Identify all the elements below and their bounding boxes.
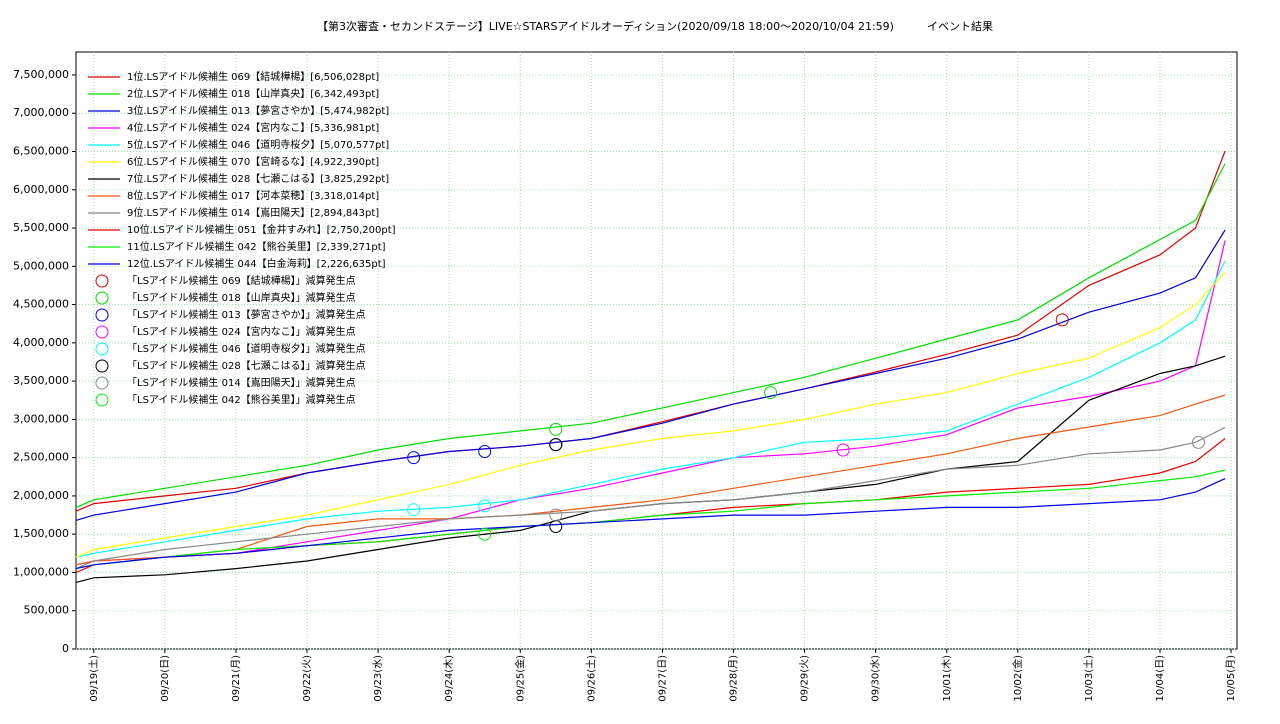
legend-label: 3位.LSアイドル候補生 013【夢宮さやか】[5,474,982pt] xyxy=(127,104,389,117)
x-tick-label: 09/29(火) xyxy=(799,655,811,702)
y-tick-label: 1,500,000 xyxy=(13,527,69,540)
legend-label: 「LSアイドル候補生 042【熊谷美里】」減算発生点 xyxy=(127,393,356,406)
legend-label: 「LSアイドル候補生 024【宮内なこ】」減算発生点 xyxy=(127,325,356,338)
x-tick-label: 09/30(水) xyxy=(870,655,882,702)
legend-label: 「LSアイドル候補生 018【山岸真央】」減算発生点 xyxy=(127,291,356,304)
event-marker xyxy=(764,386,778,400)
x-tick-label: 09/23(水) xyxy=(372,655,384,702)
series-line xyxy=(75,163,1226,508)
y-tick-label: 3,000,000 xyxy=(13,412,69,425)
legend-swatch xyxy=(95,291,109,305)
legend-swatch xyxy=(95,359,109,373)
event-marker xyxy=(1055,313,1069,327)
legend-label: 「LSアイドル候補生 014【嶌田陽天】」減算発生点 xyxy=(127,376,356,389)
y-tick-label: 5,500,000 xyxy=(13,221,69,234)
series-line xyxy=(75,271,1226,558)
legend-label: 12位.LSアイドル候補生 044【白金海莉】[2,226,635pt] xyxy=(127,257,386,270)
legend-label: 10位.LSアイドル候補生 051【金井すみれ】[2,750,200pt] xyxy=(127,223,396,236)
event-marker xyxy=(549,520,563,534)
y-tick-label: 2,000,000 xyxy=(13,489,69,502)
x-tick-label: 09/26(土) xyxy=(584,655,597,702)
y-tick-label: 3,500,000 xyxy=(13,374,69,387)
legend-swatch xyxy=(95,393,109,407)
y-tick-label: 0 xyxy=(62,642,69,655)
event-marker xyxy=(836,443,850,457)
series-line xyxy=(75,478,1226,570)
x-tick-label: 09/21(月) xyxy=(230,655,242,702)
y-tick-label: 1,000,000 xyxy=(13,565,69,578)
x-tick-label: 09/24(木) xyxy=(443,655,455,702)
event-marker xyxy=(549,422,563,436)
series-line xyxy=(75,469,1226,570)
event-marker xyxy=(549,438,563,452)
x-tick-label: 09/20(日) xyxy=(160,655,171,702)
x-tick-label: 09/22(火) xyxy=(301,655,313,702)
x-tick-label: 10/01(木) xyxy=(941,655,953,702)
x-tick-label: 10/05(月) xyxy=(1225,655,1237,702)
legend-swatch xyxy=(95,325,109,339)
x-tick-label: 10/03(土) xyxy=(1082,655,1095,702)
legend-label: 6位.LSアイドル候補生 070【宮崎るな】[4,922,390pt] xyxy=(127,155,379,168)
x-tick-label: 09/28(月) xyxy=(728,655,740,702)
legend-label: 4位.LSアイドル候補生 024【宮内なこ】[5,336,981pt] xyxy=(127,121,379,134)
event-marker xyxy=(478,527,492,541)
legend-label: 8位.LSアイドル候補生 017【河本菜穂】[3,318,014pt] xyxy=(127,189,379,202)
legend-label: 「LSアイドル候補生 013【夢宮さやか】」減算発生点 xyxy=(127,308,366,321)
event-marker xyxy=(407,503,421,517)
legend-label: 「LSアイドル候補生 069【結城樺楊】」減算発生点 xyxy=(127,274,356,287)
legend-swatch xyxy=(95,308,109,322)
y-tick-label: 7,000,000 xyxy=(13,106,69,119)
y-tick-label: 6,500,000 xyxy=(13,145,69,158)
y-tick-label: 7,500,000 xyxy=(13,68,69,81)
legend-label: 9位.LSアイドル候補生 014【嶌田陽天】[2,894,843pt] xyxy=(127,206,379,219)
y-tick-label: 4,000,000 xyxy=(13,336,69,349)
legend-label: 11位.LSアイドル候補生 042【熊谷美里】[2,339,271pt] xyxy=(127,240,386,253)
event-marker xyxy=(478,499,492,513)
legend-label: 2位.LSアイドル候補生 018【山岸真央】[6,342,493pt] xyxy=(127,87,379,100)
x-tick-label: 10/04(日) xyxy=(1155,655,1166,702)
legend-label: 「LSアイドル候補生 028【七瀬こはる】」減算発生点 xyxy=(127,359,366,372)
legend-label: 「LSアイドル候補生 046【道明寺桜夕】」減算発生点 xyxy=(127,342,366,355)
legend-label: 1位.LSアイドル候補生 069【結城樺楊】[6,506,028pt] xyxy=(127,70,379,83)
series-line xyxy=(75,229,1226,521)
legend-label: 5位.LSアイドル候補生 046【道明寺桜夕】[5,070,577pt] xyxy=(127,138,389,151)
legend-label: 7位.LSアイドル候補生 028【七瀬こはる】[3,825,292pt] xyxy=(127,172,389,185)
event-marker xyxy=(478,445,492,459)
y-tick-label: 6,000,000 xyxy=(13,183,69,196)
x-tick-label: 10/02(金) xyxy=(1011,655,1024,702)
event-marker xyxy=(1191,435,1205,449)
legend-swatch xyxy=(95,274,109,288)
legend-swatch xyxy=(95,376,109,390)
legend-swatch xyxy=(95,342,109,356)
y-tick-label: 4,500,000 xyxy=(13,298,69,311)
event-marker xyxy=(549,508,563,522)
series-line xyxy=(75,426,1226,570)
chart-title: 【第3次審査・セカンドステージ】LIVE☆STARSアイドルオーディション(20… xyxy=(317,19,993,33)
x-tick-label: 09/19(土) xyxy=(87,655,100,702)
x-tick-label: 09/25(金) xyxy=(513,655,526,702)
y-tick-label: 5,000,000 xyxy=(13,259,69,272)
event-marker xyxy=(407,451,421,465)
series-line xyxy=(75,150,1226,512)
series-line xyxy=(75,260,1226,558)
x-tick-label: 09/27(日) xyxy=(657,655,668,702)
y-tick-label: 500,000 xyxy=(24,604,70,617)
y-tick-label: 2,500,000 xyxy=(13,451,69,464)
